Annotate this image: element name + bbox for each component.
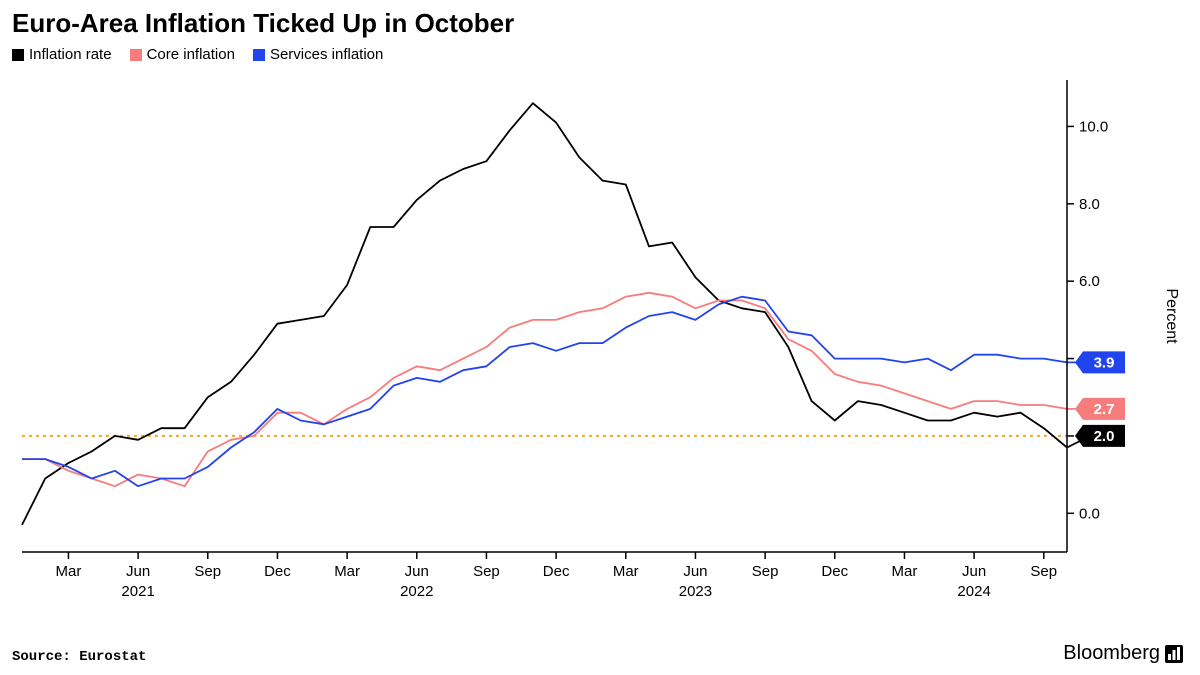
x-tick-label: Sep <box>194 563 221 580</box>
y-axis-title: Percent <box>1163 288 1180 344</box>
x-tick-label: Dec <box>821 563 848 580</box>
x-tick-label: Dec <box>543 563 570 580</box>
x-tick-label: Dec <box>264 563 291 580</box>
y-tick-label: 8.0 <box>1079 196 1100 213</box>
x-tick-label: Sep <box>1030 563 1057 580</box>
legend-swatch <box>12 49 24 61</box>
x-tick-label: Mar <box>613 563 639 580</box>
source-text: Source: Eurostat <box>12 649 146 665</box>
x-tick-label: Mar <box>334 563 360 580</box>
y-tick-label: 6.0 <box>1079 273 1100 290</box>
legend-swatch <box>130 49 142 61</box>
y-tick-label: 0.0 <box>1079 505 1100 522</box>
legend: Inflation rate Core inflation Services inf… <box>12 46 383 63</box>
x-tick-label: Sep <box>752 563 779 580</box>
x-year-label: 2023 <box>679 583 712 600</box>
x-year-label: 2024 <box>957 583 990 600</box>
x-tick-label: Jun <box>126 563 150 580</box>
legend-item: Services inflation <box>253 46 383 63</box>
x-year-label: 2022 <box>400 583 433 600</box>
legend-swatch <box>253 49 265 61</box>
series-line <box>22 297 1090 487</box>
value-badge-text: 2.7 <box>1094 401 1115 418</box>
legend-item: Core inflation <box>130 46 235 63</box>
value-badge-text: 3.9 <box>1094 354 1115 371</box>
x-tick-label: Mar <box>892 563 918 580</box>
chart-svg: 0.02.04.06.08.010.0PercentMarJunSepDecMa… <box>12 72 1188 627</box>
y-tick-label: 10.0 <box>1079 118 1108 135</box>
series-line <box>22 103 1090 525</box>
brand-icon <box>1164 644 1184 664</box>
x-tick-label: Jun <box>683 563 707 580</box>
value-badge-text: 2.0 <box>1094 428 1115 445</box>
legend-label: Inflation rate <box>29 46 112 63</box>
legend-label: Core inflation <box>147 46 235 63</box>
x-year-label: 2021 <box>121 583 154 600</box>
x-tick-label: Jun <box>405 563 429 580</box>
series-line <box>22 293 1090 486</box>
x-tick-label: Mar <box>56 563 82 580</box>
legend-label: Services inflation <box>270 46 383 63</box>
legend-item: Inflation rate <box>12 46 112 63</box>
x-tick-label: Sep <box>473 563 500 580</box>
brand-text: Bloomberg <box>1063 642 1160 665</box>
chart-title: Euro-Area Inflation Ticked Up in October <box>12 8 514 39</box>
chart-area: 0.02.04.06.08.010.0PercentMarJunSepDecMa… <box>12 72 1188 627</box>
brand: Bloomberg <box>1063 642 1184 665</box>
x-tick-label: Jun <box>962 563 986 580</box>
